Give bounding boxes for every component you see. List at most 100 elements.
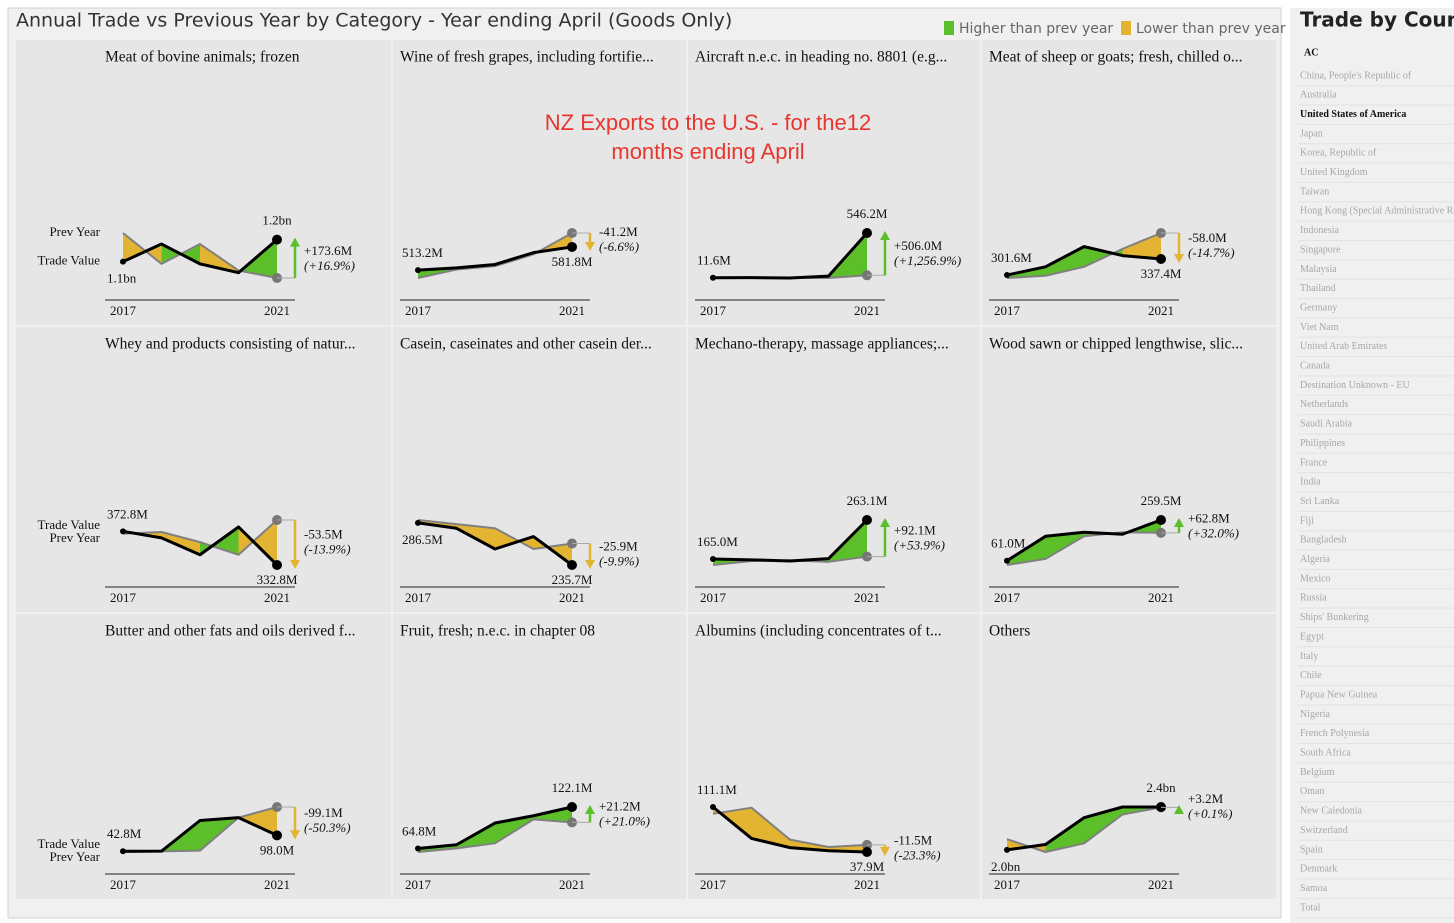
end-label: 2.4bn (1146, 780, 1176, 795)
legend-label: Higher than prev year (959, 21, 1113, 37)
change-pct-label: (+32.0%) (1188, 525, 1239, 540)
sidebar-item[interactable]: Australia (1300, 90, 1337, 101)
sidebar-item[interactable]: Chile (1300, 670, 1322, 681)
cell-bg (982, 40, 1276, 325)
change-arrow (1174, 518, 1184, 527)
x-tick-label: 2017 (110, 877, 137, 892)
sidebar-item[interactable]: United Kingdom (1300, 167, 1368, 178)
sidebar-item[interactable]: Russia (1300, 593, 1327, 604)
chart-title: Whey and products consisting of natur... (105, 336, 356, 353)
start-label: 513.2M (402, 245, 443, 260)
sidebar-item[interactable]: Fiji (1300, 515, 1314, 526)
sidebar-item[interactable]: Taiwan (1300, 186, 1329, 197)
sidebar-item[interactable]: Samoa (1300, 883, 1328, 894)
cell-bg (688, 40, 980, 325)
small-multiple: Butter and other fats and oils derived f… (16, 614, 391, 899)
sidebar-item[interactable]: New Caledonia (1300, 806, 1362, 817)
diff-area (238, 807, 277, 836)
chart-title: Meat of bovine animals; frozen (105, 49, 300, 66)
change-pct-label: (+0.1%) (1188, 806, 1233, 821)
sidebar-item[interactable]: Japan (1300, 128, 1323, 139)
sidebar-item[interactable]: India (1300, 477, 1321, 488)
sidebar-item[interactable]: Canada (1300, 361, 1331, 372)
sidebar-item[interactable]: China, People's Republic of (1300, 70, 1412, 81)
sidebar-item[interactable]: Hong Kong (Special Administrative Region… (1300, 206, 1454, 217)
change-label: +92.1M (894, 522, 936, 537)
x-tick-label: 2017 (994, 590, 1021, 605)
sidebar-item[interactable]: Bangladesh (1300, 535, 1347, 546)
change-label: +173.6M (304, 243, 353, 258)
end-dot (272, 830, 282, 841)
series-line (1006, 805, 1161, 852)
end-label: 1.2bn (262, 213, 292, 228)
sidebar-item[interactable]: French Polynesia (1300, 728, 1370, 739)
change-pct-label: (-23.3%) (894, 847, 941, 862)
start-dot (415, 845, 421, 852)
sidebar-item[interactable]: France (1300, 457, 1328, 468)
sidebar-item[interactable]: Germany (1300, 302, 1337, 313)
change-label: +3.2M (1188, 791, 1224, 806)
x-tick-label: 2017 (405, 303, 432, 318)
series-name: Trade Value (38, 836, 101, 851)
sidebar-item[interactable]: Saudi Arabia (1300, 419, 1352, 430)
end-dot (862, 847, 872, 857)
sidebar-item[interactable]: Viet Nam (1300, 322, 1339, 333)
end-dot (567, 802, 577, 812)
sidebar-item[interactable]: Algeria (1300, 554, 1331, 565)
start-label: 165.0M (697, 534, 738, 549)
series-line (417, 805, 573, 851)
sidebar-item[interactable]: Nigeria (1300, 709, 1331, 720)
small-multiple: Casein, caseinates and other casein der.… (393, 327, 686, 612)
sidebar-item[interactable]: Ships' Bunkering (1300, 612, 1369, 623)
start-dot (415, 267, 421, 274)
sidebar-item[interactable]: Denmark (1300, 864, 1337, 875)
cell-bg (393, 614, 686, 899)
start-dot (120, 528, 126, 535)
diff-area (751, 807, 790, 848)
x-tick-label: 2021 (854, 303, 880, 318)
x-tick-label: 2021 (264, 590, 290, 605)
sidebar-panel (1290, 8, 1454, 923)
sidebar-item[interactable]: Belgium (1300, 767, 1335, 778)
sidebar-item[interactable]: Switzerland (1300, 825, 1348, 836)
sidebar-item[interactable]: Thailand (1300, 283, 1336, 294)
x-tick-label: 2021 (559, 877, 585, 892)
small-multiple: Meat of sheep or goats; fresh, chilled o… (982, 40, 1276, 325)
end-dot (1156, 515, 1166, 525)
diff-area (1045, 817, 1084, 852)
series-name: Prev Year (49, 849, 100, 864)
sidebar-item[interactable]: Mexico (1300, 573, 1331, 584)
start-label: 286.5M (402, 532, 443, 547)
small-multiple: Meat of bovine animals; frozen 2017 2021 1.… (16, 40, 391, 325)
sidebar-item[interactable]: Italy (1300, 651, 1318, 662)
change-pct-label: (-13.9%) (304, 541, 351, 556)
sidebar-item[interactable]: South Africa (1300, 748, 1351, 759)
sidebar-item[interactable]: United States of America (1300, 109, 1406, 120)
sidebar-item[interactable]: Spain (1300, 844, 1323, 855)
change-label: -99.1M (304, 805, 343, 820)
sidebar-item[interactable]: Malaysia (1300, 264, 1337, 275)
sidebar-item[interactable]: Singapore (1300, 244, 1341, 255)
sidebar-item[interactable]: Indonesia (1300, 225, 1339, 236)
sidebar-item[interactable]: Papua New Guinea (1300, 689, 1378, 700)
x-tick-label: 2017 (994, 303, 1021, 318)
sidebar-item[interactable]: Destination Unknown - EU (1300, 380, 1410, 391)
sidebar-item[interactable]: Egypt (1300, 631, 1324, 642)
sidebar-item[interactable]: Total (1300, 902, 1321, 913)
change-arrow (290, 237, 300, 247)
sidebar-item[interactable]: Philippines (1300, 438, 1345, 449)
x-tick-label: 2021 (559, 303, 585, 318)
change-arrow (290, 560, 300, 569)
cell-bg (16, 614, 391, 899)
cell-bg (16, 327, 391, 612)
change-arrow (880, 847, 890, 856)
sidebar-item[interactable]: United Arab Emirates (1300, 341, 1387, 352)
end-label: 263.1M (847, 493, 888, 508)
start-label: 1.1bn (107, 271, 137, 286)
sidebar-item[interactable]: Netherlands (1300, 399, 1348, 410)
sidebar-item[interactable]: Oman (1300, 786, 1324, 797)
end-label: 37.9M (850, 859, 885, 874)
series-line (122, 525, 279, 567)
sidebar-item[interactable]: Sri Lanka (1300, 496, 1340, 507)
sidebar-item[interactable]: Korea, Republic of (1300, 148, 1377, 159)
